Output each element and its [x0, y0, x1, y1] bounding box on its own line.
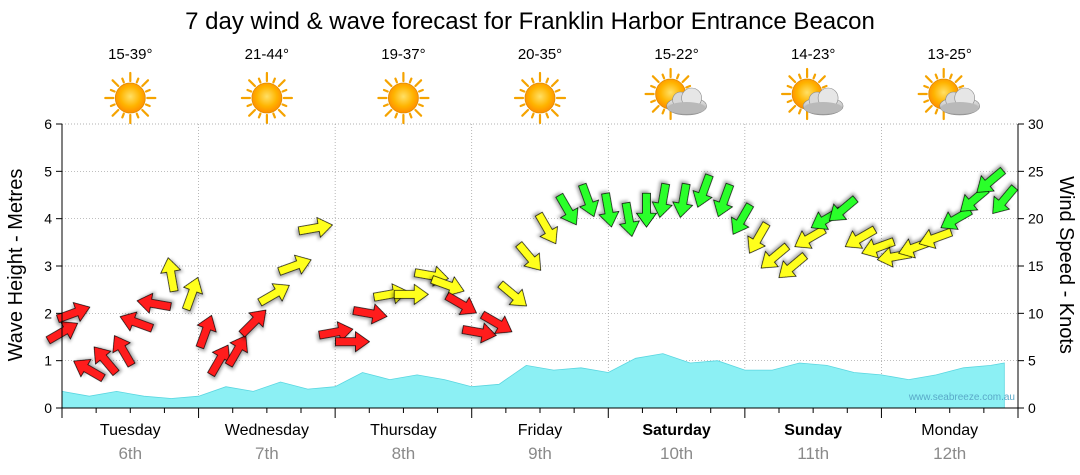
- y2-tick-label: 20: [1028, 211, 1044, 227]
- wind-arrow: [618, 201, 640, 238]
- y2-tick-label: 30: [1028, 116, 1044, 132]
- wind-arrow: [297, 216, 334, 238]
- temp-range: 15-22°: [654, 46, 698, 63]
- wind-arrow: [352, 303, 388, 325]
- y2-tick-label: 10: [1028, 305, 1044, 321]
- wind-arrow: [224, 335, 248, 368]
- day-date: 10th: [660, 444, 693, 463]
- y-axis-label-right: Wind Speed - Knots: [1055, 176, 1077, 354]
- day-name: Saturday: [642, 422, 711, 439]
- day-name: Sunday: [784, 422, 842, 439]
- sun-icon: [104, 71, 157, 125]
- wind-arrow: [515, 241, 542, 271]
- wind-arrow: [598, 192, 620, 228]
- wind-arrow: [497, 280, 527, 307]
- day-name: Wednesday: [225, 422, 309, 439]
- wind-arrow: [778, 252, 809, 278]
- wave-height-area: [61, 353, 1005, 409]
- chart-title: 7 day wind & wave forecast for Franklin …: [185, 8, 875, 35]
- sun-icon: [377, 71, 430, 125]
- y2-tick-label: 5: [1028, 353, 1036, 369]
- wind-arrow: [651, 182, 673, 219]
- day-date: 12th: [933, 444, 966, 463]
- sun-icon: [513, 71, 567, 125]
- wind-arrow: [760, 242, 791, 269]
- wind-arrow: [828, 195, 859, 222]
- temp-range: 14-23°: [791, 46, 835, 63]
- wind-arrow: [918, 227, 953, 249]
- wind-arrow: [182, 276, 203, 312]
- wind-arrow: [195, 314, 217, 350]
- wind-arrow: [461, 322, 497, 344]
- partly-cloudy-icon: [780, 67, 844, 121]
- wave-height-area: [61, 353, 1005, 409]
- wind-arrow: [112, 335, 136, 368]
- wind-arrow: [844, 225, 878, 249]
- y2-tick-label: 0: [1028, 400, 1036, 416]
- wind-arrow: [672, 182, 694, 219]
- weather-row: 15-39° 21-44° 19-37° 20-35° 15-22° 14-23° 13-2…: [104, 46, 981, 125]
- wind-arrow: [794, 225, 827, 249]
- wind-arrow: [444, 291, 477, 315]
- wind-arrow: [119, 311, 154, 333]
- temp-range: 19-37°: [381, 46, 425, 63]
- wind-arrow: [73, 359, 106, 383]
- wind-arrows: [45, 166, 1019, 383]
- wind-arrow: [257, 283, 290, 307]
- y-axis-label-left: Wave Height - Metres: [5, 169, 27, 362]
- temp-range: 20-35°: [518, 46, 562, 63]
- partly-cloudy-icon: [644, 67, 707, 121]
- day-name: Tuesday: [100, 422, 161, 439]
- day-date: 7th: [255, 444, 279, 463]
- wind-arrow: [479, 310, 513, 334]
- wind-arrow: [692, 173, 714, 208]
- day-name: Thursday: [370, 422, 437, 439]
- day-date: 9th: [528, 444, 552, 463]
- wind-arrow: [160, 257, 182, 293]
- wind-arrow: [747, 221, 771, 254]
- y-tick-label: 6: [44, 116, 52, 132]
- day-date: 11th: [797, 444, 829, 463]
- y-tick-label: 4: [44, 211, 52, 227]
- y-tick-label: 1: [44, 353, 52, 369]
- temp-range: 13-25°: [928, 46, 972, 63]
- wind-arrow: [992, 184, 1019, 214]
- day-name: Monday: [921, 422, 978, 439]
- day-name: Friday: [518, 422, 562, 439]
- y2-tick-label: 15: [1028, 258, 1044, 274]
- wind-arrow: [56, 302, 91, 323]
- wind-arrow: [335, 331, 371, 353]
- y-tick-label: 2: [44, 305, 52, 321]
- wind-arrow: [861, 237, 896, 259]
- day-date: 8th: [392, 444, 416, 463]
- wind-arrow: [555, 192, 579, 226]
- wind-arrow: [713, 182, 735, 218]
- day-date: 6th: [118, 444, 142, 463]
- sun-icon: [240, 71, 293, 125]
- wind-arrow: [578, 182, 600, 218]
- wind-arrow: [93, 346, 120, 377]
- wind-arrow: [136, 292, 172, 314]
- wind-arrow: [731, 202, 755, 235]
- wind-arrow: [277, 254, 312, 276]
- partly-cloudy-icon: [917, 67, 981, 121]
- y-tick-label: 0: [44, 400, 52, 416]
- wind-arrow: [534, 211, 558, 245]
- wind-arrow: [976, 166, 1007, 193]
- axes: 0 1 2 3 4 5 6 0 5 10 15 20 25 30: [44, 116, 1044, 418]
- y-tick-label: 5: [44, 163, 52, 179]
- day-labels: Tuesday 6th Wednesday 7th Thursday 8th Friday 9…: [100, 422, 978, 463]
- y-tick-label: 3: [44, 258, 52, 274]
- wind-arrow: [238, 309, 267, 338]
- y2-tick-label: 25: [1028, 163, 1044, 179]
- watermark: www.seabreeze.com.au: [908, 392, 1015, 403]
- wind-arrow: [635, 192, 658, 228]
- wind-arrow: [393, 283, 429, 306]
- temp-range: 15-39°: [108, 46, 152, 63]
- temp-range: 21-44°: [245, 46, 289, 63]
